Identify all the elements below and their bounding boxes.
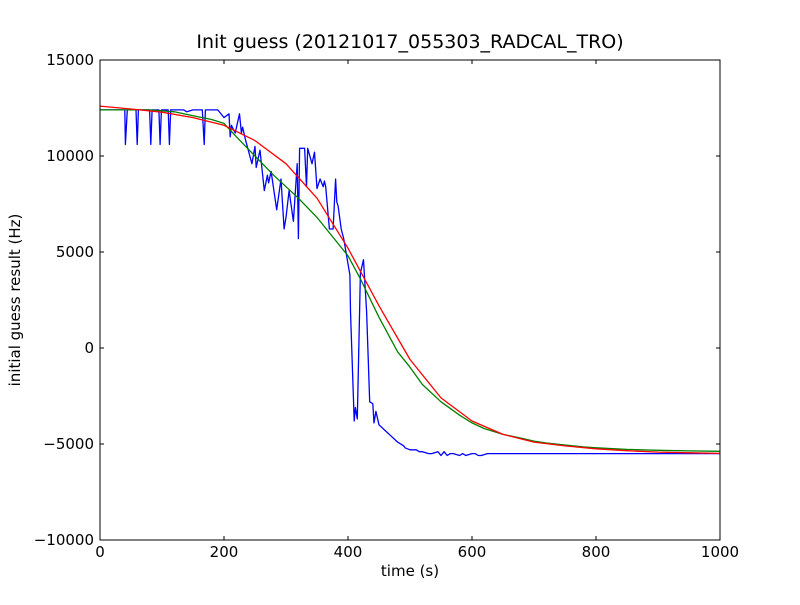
- chart-title: Init guess (20121017_055303_RADCAL_TRO): [196, 31, 623, 53]
- series-line-2: [100, 109, 720, 452]
- plot-background: [100, 60, 720, 540]
- y-tick-label: 10000: [46, 147, 94, 165]
- x-tick-label: 400: [334, 543, 363, 561]
- x-tick-label: 1000: [701, 543, 739, 561]
- series-line-3: [100, 105, 720, 455]
- y-tick-label: −10000: [34, 531, 94, 549]
- x-tick-label: 200: [210, 543, 239, 561]
- series-line-1: [100, 109, 720, 457]
- plot-frame: [99, 59, 721, 541]
- x-tick-label: 0: [95, 543, 105, 561]
- y-tick-label: 5000: [56, 243, 94, 261]
- y-tick-label: −5000: [43, 435, 94, 453]
- x-tick-label: 800: [582, 543, 611, 561]
- y-tick-label: 15000: [46, 51, 94, 69]
- series-layer: [100, 105, 720, 457]
- tick-layer: 0 200 400 600 800 1000 −10000 −5000 0 5000 10000 15…: [34, 51, 739, 561]
- x-axis-label: time (s): [381, 562, 439, 580]
- y-tick-label: 0: [84, 339, 94, 357]
- x-tick-label: 600: [458, 543, 487, 561]
- y-axis-label: initial guess result (Hz): [6, 214, 24, 387]
